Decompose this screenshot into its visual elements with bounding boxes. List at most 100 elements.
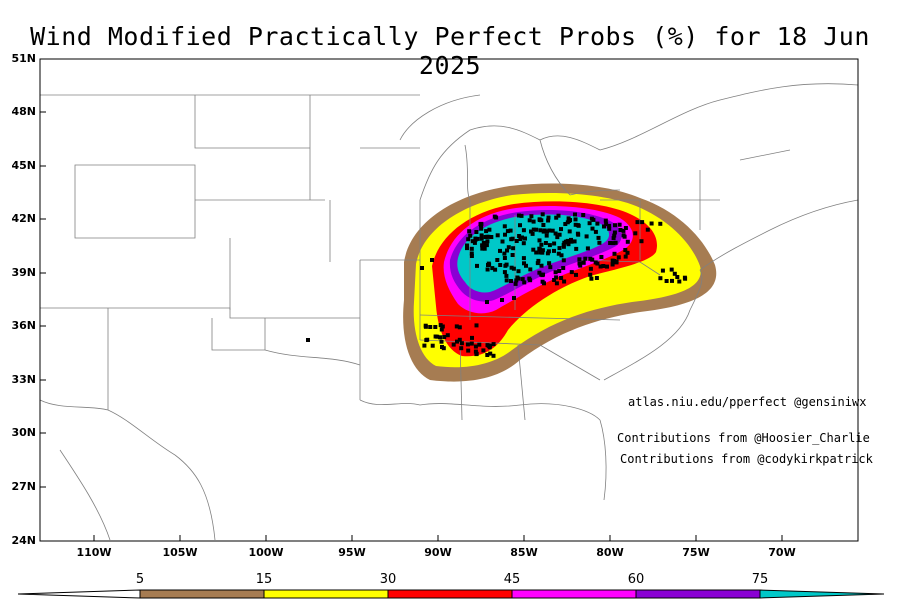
storm-report-marker [473,344,478,349]
storm-report-marker [486,261,491,266]
storm-report-marker [509,279,513,283]
storm-report-marker [475,236,480,241]
storm-report-marker [578,263,583,268]
storm-report-marker [541,223,546,227]
storm-report-marker [623,226,628,230]
storm-report-marker [423,323,428,328]
storm-report-marker [546,218,551,223]
lon-label-80w: 80W [596,546,624,559]
storm-report-marker [511,266,516,271]
storm-report-marker [554,275,559,280]
storm-report-marker [561,244,566,249]
storm-report-marker [581,213,586,217]
storm-report-marker [465,243,469,248]
storm-report-marker [610,262,615,267]
storm-report-marker [491,353,496,358]
storm-report-marker [522,280,527,285]
storm-report-marker [576,232,581,237]
storm-report-marker [574,272,578,277]
storm-report-marker [559,253,564,258]
map-title: Wind Modified Practically Perfect Probs … [30,22,870,80]
storm-report-marker [616,255,621,260]
storm-report-marker [430,343,435,348]
storm-report-marker [479,226,484,231]
storm-report-marker [607,226,612,231]
storm-report-marker [498,263,503,267]
colorbar-seg-60 [635,589,761,599]
storm-report-marker [590,226,595,231]
storm-report-marker [459,341,464,346]
lat-label-42n: 42N [11,212,36,225]
storm-report-marker [484,229,489,234]
storm-report-marker [563,222,568,226]
storm-report-marker [529,229,533,234]
storm-report-marker [527,218,532,223]
storm-report-marker [664,279,669,283]
storm-report-marker [610,258,615,263]
storm-report-marker [519,213,524,218]
storm-report-marker [485,300,489,304]
storm-report-marker [473,236,478,241]
storm-report-marker [493,267,498,272]
storm-report-marker [534,227,539,232]
colorbar-label-5: 5 [135,572,145,587]
storm-report-marker [482,246,487,251]
storm-report-marker [635,220,640,225]
lon-label-95w: 95W [338,546,366,559]
colorbar-high-arrow [759,589,885,599]
lon-label-85w: 85W [510,546,538,559]
credit-contrib-1: Contributions from @Hoosier_Charlie [617,431,870,445]
storm-report-marker [512,296,516,300]
storm-report-marker [576,223,581,228]
storm-report-marker [542,281,546,286]
storm-report-marker [649,221,654,226]
storm-report-marker [672,271,677,276]
colorbar-label-15: 15 [255,572,273,587]
storm-report-marker [514,239,519,243]
storm-report-marker [438,323,443,328]
storm-report-marker [597,240,602,245]
storm-report-marker [485,353,490,357]
storm-report-marker [509,265,514,270]
storm-report-marker [529,214,534,219]
colorbar-seg-15 [263,589,389,599]
storm-report-marker [468,233,473,238]
storm-report-marker [475,263,479,268]
storm-report-marker [528,267,533,272]
storm-report-marker [506,245,511,250]
storm-report-marker [554,281,559,286]
storm-report-marker [621,233,626,238]
contour-fills [403,183,717,382]
storm-report-marker [547,228,552,233]
storm-report-marker [306,338,310,342]
storm-report-marker [540,248,545,253]
lon-label-105w: 105W [162,546,198,559]
storm-report-marker [613,240,618,245]
storm-report-marker [611,236,616,241]
storm-report-marker [539,263,544,268]
storm-report-marker [516,276,521,281]
storm-report-marker [527,276,532,281]
lon-label-110w: 110W [76,546,112,559]
storm-report-marker [559,227,563,232]
lat-label-39n: 39N [11,266,36,279]
storm-report-marker [488,351,493,356]
storm-report-marker [541,229,546,234]
storm-report-marker [553,231,558,236]
storm-report-marker [487,227,492,232]
storm-report-marker [465,246,469,251]
storm-report-marker [534,250,539,255]
storm-report-marker [504,278,509,283]
storm-report-marker [565,238,570,243]
storm-report-marker [604,222,609,227]
storm-report-marker [520,277,525,282]
storm-report-marker [502,256,507,260]
storm-report-marker [489,235,494,239]
lat-label-30n: 30N [11,426,36,439]
storm-report-marker [492,214,497,219]
storm-report-marker [517,234,522,238]
lon-label-90w: 90W [424,546,452,559]
storm-report-marker [617,222,622,227]
storm-report-marker [538,228,543,233]
storm-report-marker [500,298,504,302]
